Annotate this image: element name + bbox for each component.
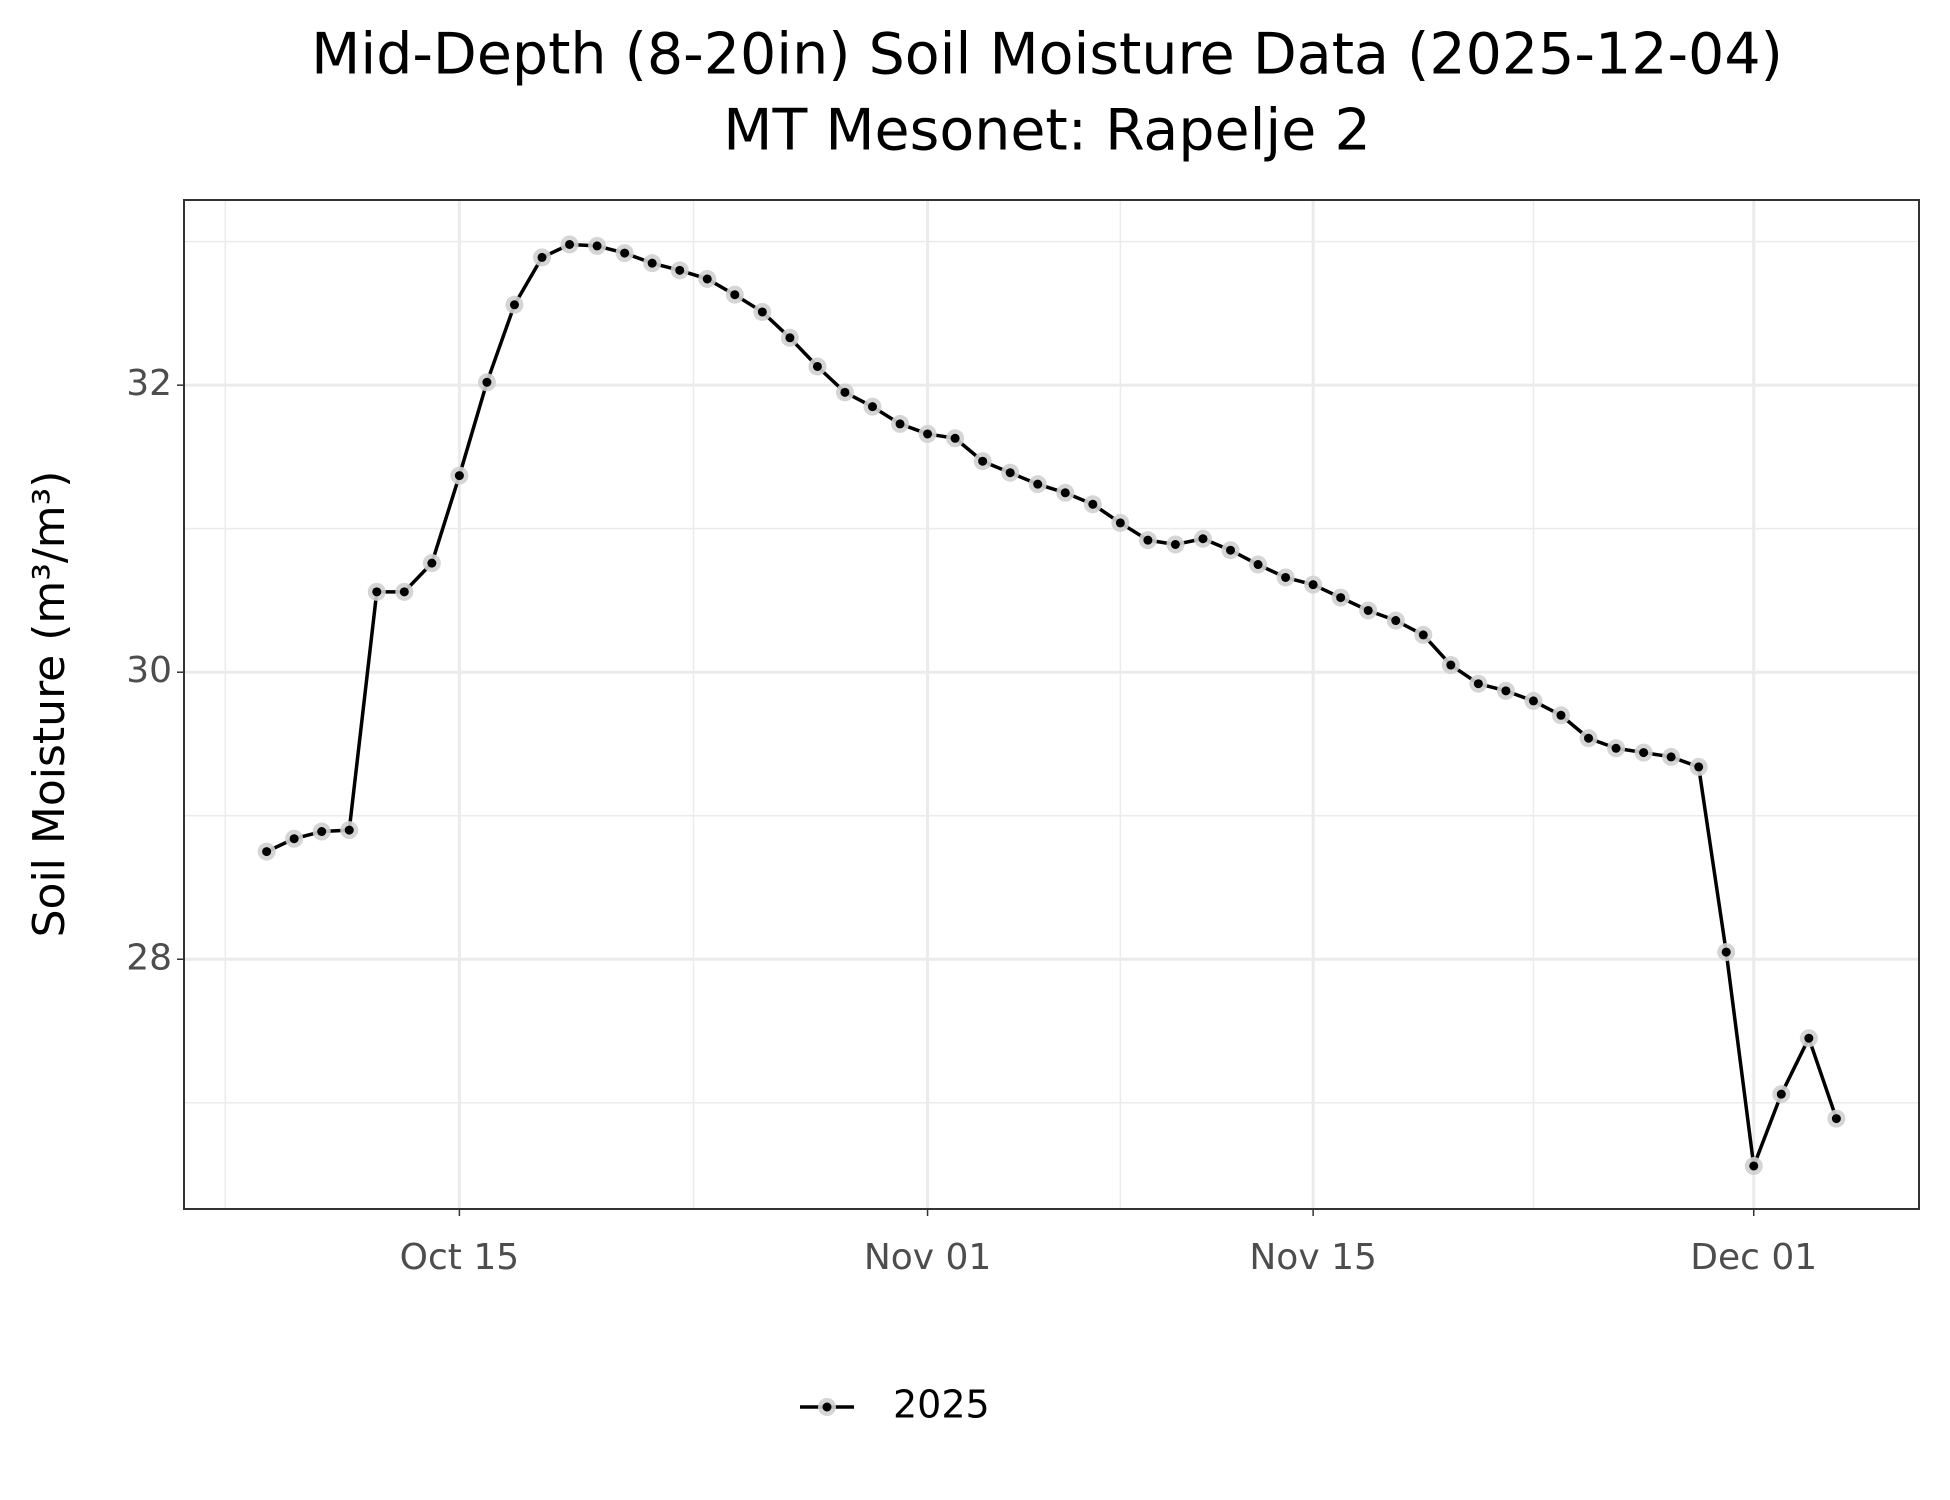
point: [1060, 488, 1070, 498]
point: [1363, 605, 1373, 615]
line: [265, 242, 1839, 1168]
point: [1611, 743, 1621, 753]
point: [592, 241, 602, 251]
point: [482, 377, 492, 387]
x-tick-label: Nov 01: [864, 1237, 992, 1278]
point: [1253, 560, 1263, 570]
point: [840, 387, 850, 397]
point: [344, 825, 354, 835]
point: [454, 471, 464, 481]
point: [1033, 479, 1043, 489]
point: [317, 827, 327, 837]
point: [867, 402, 877, 412]
point: [1556, 710, 1566, 720]
point: [895, 419, 905, 429]
point: [1418, 630, 1428, 640]
x-tick-label: Dec 01: [1690, 1237, 1817, 1278]
point: [730, 290, 740, 300]
point: [702, 274, 712, 284]
point: [1831, 1114, 1841, 1124]
y-axis-title: Soil Moisture (m³/m³): [24, 471, 75, 938]
point: [675, 265, 685, 275]
chart-title: Mid-Depth (8-20in) Soil Moisture Data (2…: [311, 22, 1783, 88]
point: [620, 248, 630, 258]
point: [1115, 518, 1125, 528]
point: [785, 333, 795, 343]
point: [1391, 616, 1401, 626]
point: [565, 239, 575, 249]
y-tick-label: 30: [126, 650, 172, 691]
point: [1088, 499, 1098, 509]
point: [1473, 679, 1483, 689]
legend-label: 2025: [893, 1383, 990, 1427]
point: [537, 252, 547, 262]
y-tick-label: 32: [126, 363, 172, 404]
point: [1226, 545, 1236, 555]
point: [1446, 660, 1456, 670]
point: [1308, 580, 1318, 590]
point: [1170, 539, 1180, 549]
x-tick-label: Nov 15: [1249, 1237, 1377, 1278]
point: [1749, 1161, 1759, 1171]
point: [262, 847, 272, 857]
point: [1584, 733, 1594, 743]
point: [1804, 1033, 1814, 1043]
point: [812, 361, 822, 371]
point: [757, 307, 767, 317]
point: [1143, 535, 1153, 545]
point: [923, 429, 933, 439]
point: [1281, 572, 1291, 582]
chart-subtitle: MT Mesonet: Rapelje 2: [723, 98, 1370, 164]
point: [1198, 534, 1208, 544]
point: [1501, 686, 1511, 696]
point: [427, 558, 437, 568]
point: [1336, 593, 1346, 603]
x-tick-label: Oct 15: [400, 1237, 520, 1278]
point: [1776, 1089, 1786, 1099]
point: [509, 300, 519, 310]
point: [399, 587, 409, 597]
plot-border: [183, 199, 1920, 1210]
legend-point: [822, 1402, 832, 1412]
point: [1694, 762, 1704, 772]
point: [1005, 468, 1015, 478]
point: [978, 456, 988, 466]
point: [1639, 748, 1649, 758]
point: [950, 433, 960, 443]
point: [647, 258, 657, 268]
point: [372, 587, 382, 597]
point: [1528, 696, 1538, 706]
point: [1666, 752, 1676, 762]
point: [289, 834, 299, 844]
point: [1721, 947, 1731, 957]
y-tick-label: 28: [126, 937, 172, 978]
